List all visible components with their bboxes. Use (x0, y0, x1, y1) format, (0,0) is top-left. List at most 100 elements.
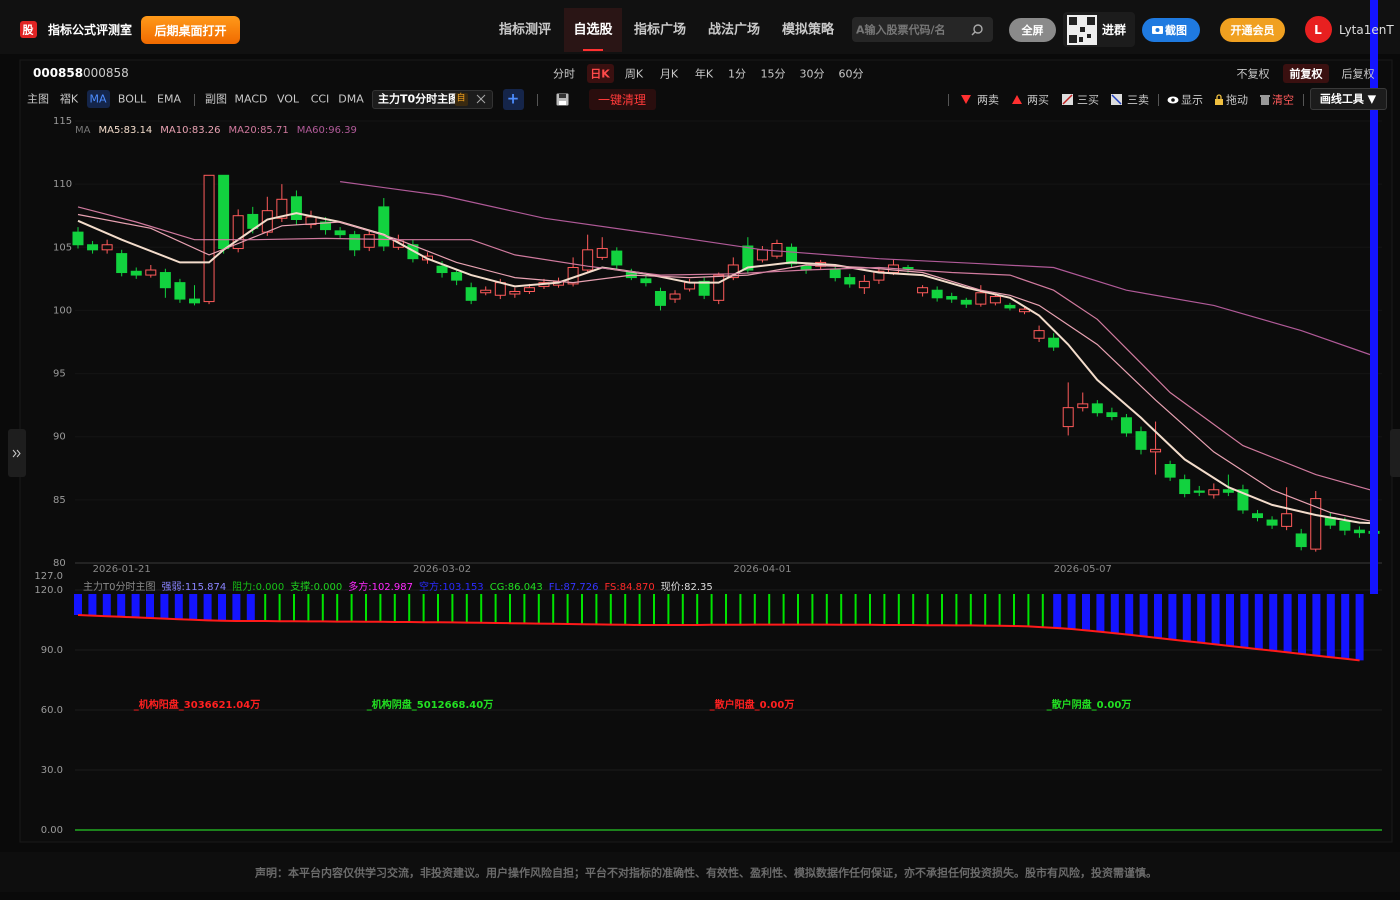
period[interactable]: 周K (624, 67, 644, 81)
user-name[interactable]: Lyta1enT (1339, 23, 1394, 37)
y-tick-label: 85 (53, 495, 66, 506)
candle-body (829, 269, 841, 279)
candle-body (727, 264, 739, 279)
candle-body (334, 230, 346, 236)
candle-body (1033, 330, 1045, 339)
sub-indicator[interactable]: CCI (310, 92, 330, 106)
avatar-letter: L (1314, 23, 1322, 37)
sub-indicator[interactable]: VOL (276, 92, 300, 106)
sub-label: 副图 (205, 92, 227, 106)
vip-button[interactable]: 开通会员 (1220, 18, 1285, 42)
annotation: _机构阳盘_3036621.04万 (134, 698, 260, 711)
main-indicator[interactable]: BOLL (117, 92, 147, 106)
y-tick-label: 127.0 (34, 571, 63, 582)
adjust-option[interactable]: 前复权 (1289, 67, 1323, 81)
period[interactable]: 年K (694, 67, 714, 81)
main-indicator[interactable]: EMA (157, 92, 181, 106)
signal[interactable]: 三卖 (1127, 93, 1149, 107)
candle-body (349, 234, 361, 251)
candle-body (203, 174, 215, 303)
clear-button[interactable]: 一键清理 (597, 93, 647, 107)
show-toggle[interactable]: 显示 (1181, 93, 1203, 107)
signal[interactable]: 两买 (1027, 93, 1049, 107)
annotation: _散户阴盘_0.00万 (1047, 698, 1132, 711)
add-button-bg[interactable] (503, 89, 524, 110)
candle-body (378, 206, 390, 247)
period[interactable]: 30分 (799, 67, 825, 81)
trash-icon (1260, 95, 1270, 105)
x-tick-label: 2026-01-21 (93, 564, 151, 575)
period[interactable]: 日K (590, 67, 610, 81)
clear-drawings[interactable]: 清空 (1272, 93, 1294, 107)
nav-item[interactable]: 自选股 (573, 22, 613, 38)
legend-entry: MA60:96.39 (297, 125, 357, 136)
nav-item[interactable]: 模拟策略 (781, 22, 835, 38)
avatar-circle[interactable] (1305, 16, 1332, 43)
candle-body (1193, 490, 1205, 493)
period[interactable]: 15分 (760, 67, 786, 81)
legend-entry: MA5:83.14 (98, 125, 152, 136)
candle-body (523, 287, 535, 292)
adjust-active-bg (1283, 64, 1329, 83)
sub-indicator[interactable]: DMA (338, 92, 364, 106)
search-icon[interactable] (970, 23, 984, 37)
candle-body (320, 221, 332, 231)
open-desktop-button[interactable]: 后期桌面打开 (141, 16, 240, 44)
add-button[interactable]: + (506, 89, 520, 108)
fullscreen-button[interactable]: 全屏 (1009, 18, 1056, 42)
indicator-legend: 空方:103.153 (419, 580, 484, 593)
sub-indicator[interactable]: MACD (234, 92, 268, 106)
candle-body (756, 249, 768, 261)
separator (1158, 94, 1159, 106)
signal[interactable]: 两卖 (977, 93, 999, 107)
nav-item[interactable]: 战法广场 (707, 22, 761, 38)
ma-line (77, 206, 1375, 492)
candle-body (130, 270, 142, 276)
stock-code: 000858 (33, 66, 84, 80)
signal[interactable]: 三买 (1077, 93, 1099, 107)
nav-item[interactable]: 指标广场 (633, 22, 687, 38)
left-collapse-tab[interactable] (8, 429, 26, 477)
draw-tools-bg[interactable] (1310, 88, 1387, 110)
camera-icon (1152, 26, 1163, 34)
candle-body (873, 270, 885, 281)
indicator-tag-bg (455, 93, 468, 106)
candle-body (771, 242, 783, 257)
screenshot-button[interactable]: 截图 (1142, 18, 1200, 42)
indicator-tag: 自 (456, 93, 466, 104)
adjust-option[interactable]: 不复权 (1236, 67, 1270, 81)
y-tick-label: 100 (53, 305, 72, 316)
period[interactable]: 60分 (838, 67, 864, 81)
indicator-legend: 阻力:0.000 (232, 580, 284, 593)
candle-body (159, 272, 171, 289)
candle-body (1208, 489, 1220, 496)
indicator-legend: 主力T0分时主图 (83, 580, 155, 593)
y-tick-label: 90.0 (41, 645, 63, 656)
drag-toggle[interactable]: 拖动 (1226, 93, 1248, 107)
period[interactable]: 分时 (553, 67, 575, 81)
draw-tools[interactable]: 画线工具 ▼ (1319, 92, 1377, 106)
save-icon[interactable] (556, 93, 569, 106)
candle-body (1353, 529, 1365, 534)
clear-button-bg[interactable] (589, 89, 656, 110)
adjust-option[interactable]: 后复权 (1341, 67, 1375, 81)
group-label[interactable]: 进群 (1101, 23, 1127, 37)
candle-body (218, 174, 230, 250)
right-collapse-tab[interactable] (1390, 429, 1400, 477)
period[interactable]: 月K (659, 67, 679, 81)
main-indicator[interactable]: MA (89, 92, 107, 106)
candle-body (989, 296, 1001, 304)
sell-icon (961, 95, 971, 104)
chip-close-icon[interactable] (476, 94, 486, 104)
y-tick-label: 30.0 (41, 765, 63, 776)
main-indicator[interactable]: 褶K (59, 92, 79, 106)
candle-body (669, 293, 681, 300)
period[interactable]: 1分 (728, 67, 746, 81)
nav-item[interactable]: 指标测评 (498, 22, 552, 38)
candle-body (742, 245, 754, 271)
search-box[interactable] (852, 17, 993, 42)
main-active-bg (87, 90, 110, 108)
annotation: _散户阳盘_0.00万 (710, 698, 795, 711)
candle-body (363, 234, 375, 248)
